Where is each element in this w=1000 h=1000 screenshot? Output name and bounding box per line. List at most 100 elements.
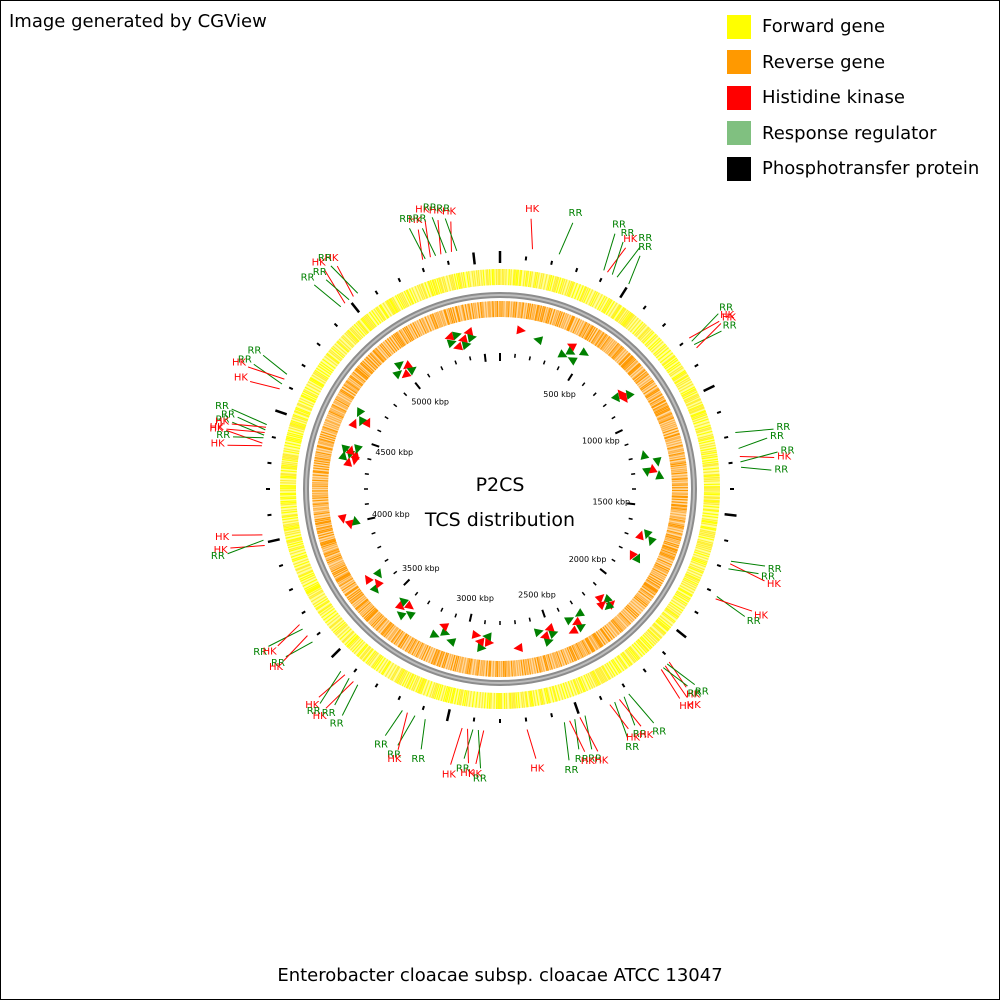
forward-gene: [701, 451, 717, 456]
reverse-gene: [345, 381, 359, 392]
forward-gene: [448, 274, 454, 291]
reverse-gene: [454, 306, 460, 323]
reverse-gene: [487, 301, 490, 318]
tcs-leader-line: [450, 727, 463, 765]
reverse-gene: [598, 334, 609, 349]
forward-gene: [351, 639, 364, 653]
forward-gene: [295, 563, 311, 571]
reverse-gene: [335, 572, 350, 581]
forward-gene: [485, 269, 488, 286]
forward-gene: [560, 683, 567, 700]
reverse-gene: [513, 660, 517, 677]
forward-gene: [668, 603, 683, 614]
rr-label: RR: [374, 740, 388, 751]
forward-gene: [703, 497, 720, 500]
hk-label: HK: [211, 439, 226, 450]
forward-gene: [351, 325, 364, 339]
reverse-gene: [671, 474, 688, 478]
forward-gene: [688, 566, 704, 574]
reverse-gene: [658, 417, 675, 425]
response-regulator-feature: [399, 597, 409, 607]
reverse-gene: [380, 621, 392, 635]
reverse-gene: [572, 644, 581, 660]
forward-gene: [585, 673, 594, 689]
reverse-gene: [316, 524, 333, 530]
reverse-gene: [636, 375, 651, 386]
forward-gene: [629, 645, 641, 660]
reverse-gene: [512, 660, 515, 677]
reverse-gene: [639, 588, 654, 600]
reverse-gene: [365, 609, 378, 622]
reverse-gene: [344, 382, 359, 393]
reverse-gene: [324, 421, 340, 429]
forward-gene: [286, 538, 303, 544]
forward-gene: [336, 341, 349, 353]
reverse-gene: [336, 395, 351, 405]
forward-gene: [567, 281, 574, 297]
forward-gene: [471, 691, 475, 708]
forward-gene: [318, 363, 333, 374]
forward-gene: [651, 624, 665, 636]
forward-gene: [675, 591, 691, 601]
reverse-gene: [622, 609, 635, 622]
forward-gene: [703, 502, 720, 506]
forward-gene: [365, 650, 377, 664]
forward-gene: [418, 284, 426, 300]
reverse-gene: [398, 329, 409, 345]
forward-gene: [386, 300, 396, 315]
reverse-gene: [585, 637, 595, 653]
forward-gene: [669, 367, 684, 377]
tcs-leader-line: [417, 229, 424, 260]
reverse-gene: [660, 550, 676, 558]
reverse-gene: [524, 659, 529, 676]
reverse-gene: [661, 423, 677, 430]
forward-gene: [280, 505, 297, 509]
reverse-gene: [314, 459, 331, 464]
reverse-gene: [391, 629, 402, 644]
histidine-kinase-feature: [439, 623, 450, 632]
reverse-gene: [324, 550, 340, 558]
reverse-gene: [669, 457, 686, 462]
forward-gene: [628, 646, 640, 660]
forward-gene: [285, 438, 302, 444]
reverse-gene: [476, 659, 481, 676]
tcs-leader-line: [666, 663, 696, 685]
forward-gene: [653, 343, 666, 356]
outer-tick: [353, 668, 358, 673]
reverse-gene: [318, 439, 335, 445]
reverse-gene: [379, 344, 391, 358]
forward-gene: [700, 449, 717, 454]
response-regulator-feature: [341, 444, 351, 455]
ruler-tick: [592, 392, 597, 397]
outer-tick: [316, 342, 321, 347]
reverse-gene: [659, 551, 676, 559]
outer-tick: [661, 650, 667, 656]
forward-gene: [344, 633, 357, 646]
reverse-gene: [603, 338, 614, 353]
tcs-leader-line: [728, 568, 759, 575]
forward-gene: [309, 377, 325, 387]
reverse-gene: [355, 367, 369, 379]
forward-gene: [281, 510, 298, 514]
reverse-gene: [536, 656, 541, 673]
reverse-gene: [576, 320, 585, 336]
ruler-tick: [468, 613, 473, 622]
forward-gene: [657, 617, 672, 629]
forward-gene: [282, 454, 299, 459]
rr-label: RR: [687, 688, 701, 699]
forward-gene: [672, 371, 687, 381]
response-regulator-feature: [564, 617, 575, 626]
reverse-gene: [468, 658, 473, 675]
forward-gene: [309, 590, 324, 600]
hk-label: HK: [232, 358, 247, 369]
ruler-tick: [628, 458, 633, 461]
forward-gene: [685, 397, 701, 406]
reverse-gene: [505, 660, 508, 677]
reverse-gene: [671, 472, 688, 475]
reverse-gene: [634, 595, 648, 606]
forward-gene: [466, 271, 470, 288]
reverse-gene: [459, 656, 464, 673]
forward-gene: [387, 299, 397, 314]
forward-gene: [624, 314, 636, 328]
forward-gene: [427, 281, 434, 297]
